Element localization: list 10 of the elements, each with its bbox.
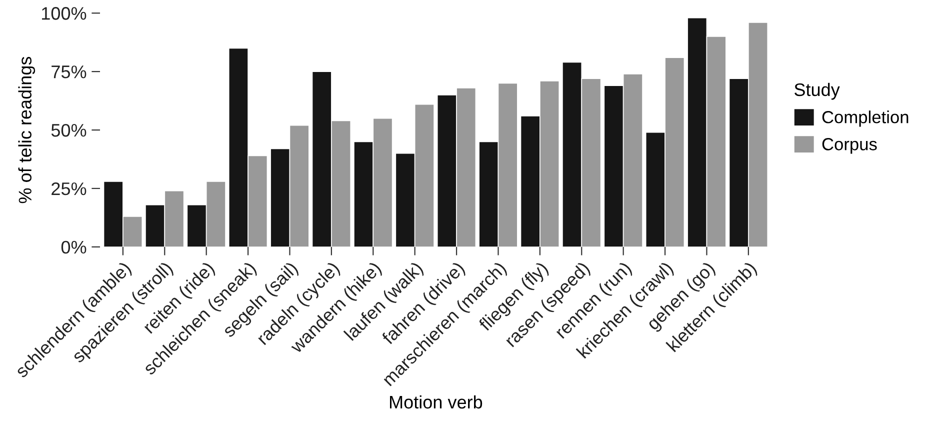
legend-title: Study bbox=[794, 82, 840, 100]
y-tick-label: 0% bbox=[61, 240, 86, 254]
y-tick-label: 100% bbox=[42, 7, 86, 20]
x-axis-title: Motion verb bbox=[390, 395, 482, 409]
legend-label: Corpus bbox=[822, 138, 877, 154]
legend-label: Completion bbox=[822, 110, 908, 127]
y-tick-label: 50% bbox=[51, 124, 86, 137]
y-tick-label: 75% bbox=[52, 66, 86, 78]
y-axis-title: % of telic readings bbox=[18, 56, 36, 204]
y-tick-label: 25% bbox=[52, 182, 86, 196]
